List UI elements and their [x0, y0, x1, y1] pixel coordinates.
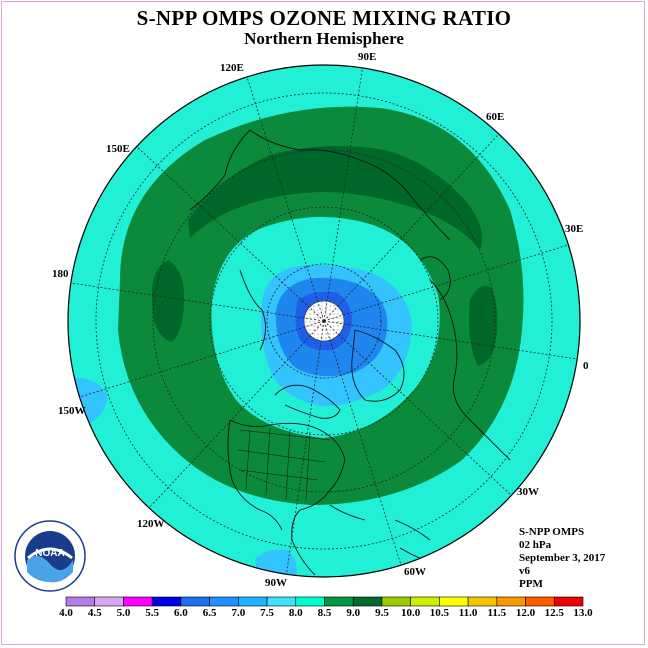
colorbar-tick-label: 12.5: [544, 607, 564, 619]
colorbar-segment: [410, 596, 440, 607]
colorbar-tick-label: 6.0: [174, 607, 188, 619]
colorbar-tick-label: 9.0: [346, 607, 361, 619]
lon-label-30w: 30W: [517, 486, 539, 498]
colorbar-tick-label: 6.5: [202, 607, 217, 619]
colorbar-segment: [295, 596, 325, 607]
coast-siberia: [249, 129, 451, 241]
colorbar-segment: [381, 596, 411, 607]
colorbar-tick-label: 7.0: [231, 607, 246, 619]
colorbar-segment: [94, 596, 124, 607]
lon-label-60e: 60E: [486, 111, 505, 123]
colorbar-tick-label: 10.0: [401, 607, 421, 619]
colorbar-segment: [123, 596, 153, 607]
latitude-circle: [95, 92, 553, 550]
map-subtitle: Northern Hemisphere: [244, 29, 404, 48]
coast-north-america-east: [229, 419, 346, 576]
lon-label-120w: 120W: [137, 518, 165, 530]
colorbar: [65, 596, 584, 607]
map-title: S-NPP OMPS OZONE MIXING RATIO: [136, 6, 512, 30]
colorbar-segment: [553, 596, 584, 607]
colorbar-tick-label: 13.0: [573, 607, 593, 619]
colorbar-tick-label: 8.0: [288, 607, 303, 619]
latitude-circle: [209, 206, 439, 436]
colorbar-segment: [209, 596, 239, 607]
us-state-borders: [237, 427, 331, 501]
logo-text: NOAA: [35, 548, 64, 559]
lon-label-120e: 120E: [220, 62, 244, 74]
colorbar-tick-label: 11.0: [458, 607, 478, 619]
colorbar-tick-label: 9.5: [375, 607, 389, 619]
coast-scandinavia: [419, 256, 451, 301]
colorbar-tick-label: 5.5: [145, 607, 160, 619]
lon-label-180: 180: [52, 268, 69, 280]
meridian-lines: [70, 65, 578, 577]
colorbar-tick-label: 5.0: [116, 607, 131, 619]
colorbar-segment: [266, 596, 297, 607]
map-boundary: [67, 64, 581, 578]
info-units: PPM: [519, 578, 543, 590]
info-instrument: S-NPP OMPS: [519, 526, 585, 538]
colorbar-tick-label: 8.5: [317, 607, 332, 619]
lon-label-60w: 60W: [404, 566, 426, 578]
colorbar-segment: [65, 596, 96, 607]
latitude-circle: [266, 263, 382, 379]
field-dark-green-west: [151, 260, 185, 342]
colorbar-segment: [151, 596, 182, 607]
lon-label-150w: 150W: [58, 405, 86, 417]
coast-greenland: [351, 329, 405, 402]
coast-east-asia: [189, 129, 251, 211]
lon-label-30e: 30E: [565, 223, 584, 235]
colorbar-tick-label: 4.0: [59, 607, 73, 619]
colorbar-tick-label: 7.5: [260, 607, 274, 619]
noaa-logo: NOAA: [14, 520, 86, 592]
colorbar-segment: [467, 596, 498, 607]
info-date: September 3, 2017: [519, 552, 606, 564]
colorbar-tick-label: 12.0: [515, 607, 536, 619]
colorbar-tick-label: 11.5: [487, 607, 507, 619]
info-version: v6: [519, 565, 530, 577]
colorbar-segment: [352, 596, 383, 607]
colorbar-segment: [439, 596, 469, 607]
coast-hudson-bay: [274, 384, 341, 419]
coast-europe: [429, 279, 511, 461]
lon-label-0: 0: [583, 360, 589, 372]
colorbar-tick-label: 4.5: [87, 607, 102, 619]
latitude-circle: [152, 149, 496, 493]
graticule: [70, 65, 578, 577]
colorbar-segment: [496, 596, 526, 607]
lon-label-90w: 90W: [265, 577, 287, 589]
coast-north-america-west: [227, 419, 283, 531]
colorbar-tick-label: 10.5: [429, 607, 449, 619]
colorbar-segment: [525, 596, 555, 607]
coastlines: [189, 129, 511, 576]
lon-label-90e: 90E: [358, 51, 377, 63]
colorbar-segment: [238, 596, 268, 607]
coast-caribbean: [329, 504, 431, 541]
lon-label-150e: 150E: [106, 143, 130, 155]
colorbar-segment: [180, 596, 210, 607]
coast-alaska: [239, 269, 266, 351]
info-level: 02 hPa: [519, 539, 552, 551]
colorbar-segment: [324, 596, 354, 607]
